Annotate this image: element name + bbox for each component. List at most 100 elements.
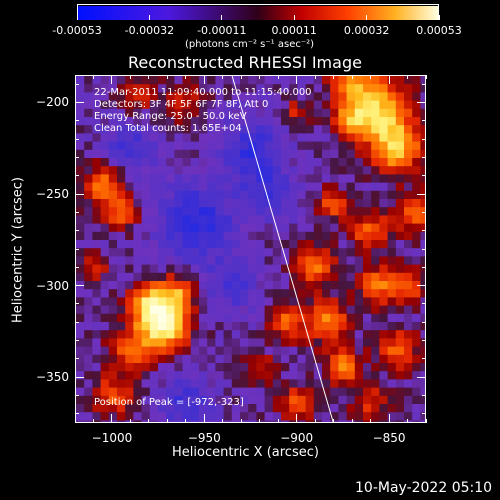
heatmap-cell xyxy=(117,215,126,225)
heatmap-cell xyxy=(330,289,339,298)
axis-tick xyxy=(75,230,79,232)
heatmap-cell xyxy=(199,395,208,405)
heatmap-cell xyxy=(76,338,85,348)
heatmap-cell xyxy=(207,371,216,380)
heatmap-cell xyxy=(272,248,282,257)
heatmap-cell xyxy=(100,297,110,307)
heatmap-cell xyxy=(281,289,290,298)
heatmap-cell xyxy=(166,108,175,118)
annotation-energy-range: Energy Range: 25.0 - 50.0 keV xyxy=(94,111,247,122)
heatmap-cell xyxy=(76,420,85,422)
heatmap-cell xyxy=(199,108,208,118)
heatmap-cell xyxy=(264,182,274,192)
heatmap-cell xyxy=(354,125,364,134)
heatmap-cell xyxy=(404,256,413,266)
heatmap-cell xyxy=(174,149,184,159)
heatmap-cell xyxy=(84,387,93,397)
heatmap-cell xyxy=(412,215,421,225)
heatmap-cell xyxy=(223,100,233,110)
heatmap-cell xyxy=(256,174,266,184)
heatmap-cell xyxy=(363,305,372,315)
heatmap-cell xyxy=(387,231,397,241)
heatmap-cell xyxy=(371,215,380,225)
heatmap-cell xyxy=(207,215,216,225)
heatmap-cell xyxy=(346,256,356,266)
heatmap-cell xyxy=(264,174,274,184)
heatmap-cell xyxy=(108,149,118,159)
axis-tick xyxy=(333,75,335,79)
heatmap-cell xyxy=(412,404,421,413)
heatmap-cell xyxy=(158,174,167,184)
heatmap-cell xyxy=(281,149,290,159)
heatmap-cell xyxy=(108,346,118,356)
heatmap-cell xyxy=(100,346,110,356)
heatmap-cell xyxy=(166,363,175,372)
heatmap-cell xyxy=(330,100,339,110)
heatmap-cell xyxy=(125,354,134,364)
heatmap-cell xyxy=(125,272,134,282)
heatmap-cell xyxy=(338,158,348,167)
heatmap-cell xyxy=(371,395,380,405)
heatmap-cell xyxy=(404,158,413,167)
heatmap-cell xyxy=(125,92,134,102)
axis-tick xyxy=(422,83,426,85)
heatmap-cell xyxy=(149,281,159,290)
heatmap-cell xyxy=(215,354,225,364)
heatmap-cell xyxy=(256,420,266,422)
heatmap-cell xyxy=(264,141,274,151)
heatmap-cell xyxy=(223,158,233,167)
heatmap-cell xyxy=(182,272,192,282)
heatmap-cell xyxy=(215,363,225,372)
heatmap-cell xyxy=(141,149,151,159)
heatmap-cell xyxy=(231,313,241,323)
heatmap-cell xyxy=(207,264,216,274)
heatmap-cell xyxy=(322,117,331,126)
heatmap-cell xyxy=(404,76,413,85)
heatmap-cell xyxy=(412,354,421,364)
heatmap-cell xyxy=(190,371,200,380)
heatmap-cell xyxy=(100,117,110,126)
heatmap-cell xyxy=(207,240,216,249)
heatmap-cell xyxy=(92,289,102,298)
heatmap-cell xyxy=(223,305,233,315)
heatmap-cell xyxy=(223,395,233,405)
heatmap-cell xyxy=(346,117,356,126)
heatmap-cell xyxy=(404,133,413,143)
heatmap-cell xyxy=(420,395,425,405)
heatmap-cell xyxy=(133,141,143,151)
heatmap-cell xyxy=(305,379,315,389)
heatmap-cell xyxy=(305,223,315,233)
heatmap-cell xyxy=(313,76,323,85)
heatmap-cell xyxy=(272,223,282,233)
heatmap-cell xyxy=(108,313,118,323)
heatmap-cell xyxy=(231,289,241,298)
heatmap-cell xyxy=(141,92,151,102)
heatmap-cell xyxy=(354,248,364,257)
heatmap-cell xyxy=(125,215,134,225)
axis-tick xyxy=(75,285,84,287)
heatmap-cell xyxy=(108,215,118,225)
x-tick-label: −950 xyxy=(187,431,221,445)
heatmap-cell xyxy=(289,404,298,413)
heatmap-cell xyxy=(199,125,208,134)
heatmap-cell xyxy=(149,223,159,233)
heatmap-cell xyxy=(199,149,208,159)
heatmap-cell xyxy=(354,256,364,266)
heatmap-cell xyxy=(158,240,167,249)
heatmap-cell xyxy=(158,264,167,274)
heatmap-cell xyxy=(412,149,421,159)
axis-tick xyxy=(422,303,426,305)
heatmap-cell xyxy=(297,215,307,225)
heatmap-cell xyxy=(363,379,372,389)
heatmap-cell xyxy=(240,354,249,364)
heatmap-cell xyxy=(412,322,421,331)
heatmap-cell xyxy=(100,256,110,266)
heatmap-cell xyxy=(182,207,192,216)
heatmap-cell xyxy=(133,305,143,315)
heatmap-cell xyxy=(379,84,389,93)
heatmap-cell xyxy=(92,322,102,331)
heatmap-cell xyxy=(322,149,331,159)
heatmap-cell xyxy=(346,190,356,200)
heatmap-cell xyxy=(363,272,372,282)
heatmap-cell xyxy=(313,346,323,356)
